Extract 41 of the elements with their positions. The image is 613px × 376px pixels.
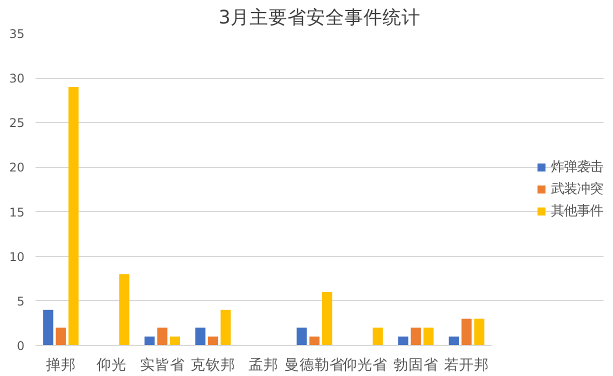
bar	[296, 328, 307, 346]
y-tick-label: 0	[16, 339, 25, 353]
bar	[144, 336, 155, 346]
x-tick-label: 孟邦	[248, 356, 279, 374]
legend-label: 其他事件	[551, 203, 603, 220]
bar	[474, 318, 484, 346]
bar	[119, 274, 130, 346]
bar	[157, 328, 168, 346]
x-tick-label: 仰光省	[342, 356, 388, 374]
y-tick-label: 5	[16, 294, 25, 308]
bar	[68, 86, 79, 346]
bar	[309, 336, 320, 346]
bar	[195, 328, 206, 346]
legend-label: 武装冲突	[551, 180, 603, 198]
bar	[423, 328, 434, 346]
x-tick-label: 掸邦	[46, 356, 76, 374]
x-tick-label: 实皆省	[140, 356, 185, 374]
bar	[462, 318, 472, 346]
chart-title: 3月主要省安全事件统计	[218, 6, 420, 28]
legend-label: 炸弹袭击	[551, 158, 603, 176]
y-tick-label: 10	[9, 250, 25, 264]
bar	[170, 336, 180, 346]
y-tick-label: 30	[9, 72, 25, 86]
x-tick-label: 曼德勒省	[284, 356, 344, 374]
bar	[56, 328, 66, 346]
bar	[448, 336, 459, 346]
bar	[322, 292, 332, 346]
bar	[410, 328, 421, 346]
bar	[208, 336, 218, 346]
bar	[398, 336, 408, 346]
x-tick-label: 若开邦	[444, 356, 490, 374]
y-tick-label: 35	[9, 27, 25, 41]
bar	[220, 310, 231, 346]
bar	[372, 328, 383, 346]
x-tick-label: 克钦邦	[190, 356, 236, 374]
x-tick-label: 仰光	[96, 356, 127, 374]
bar	[43, 310, 54, 346]
y-tick-label: 25	[9, 116, 25, 130]
y-tick-label: 15	[9, 205, 25, 220]
x-tick-label: 勃固省	[393, 356, 438, 374]
y-tick-label: 20	[9, 160, 25, 175]
